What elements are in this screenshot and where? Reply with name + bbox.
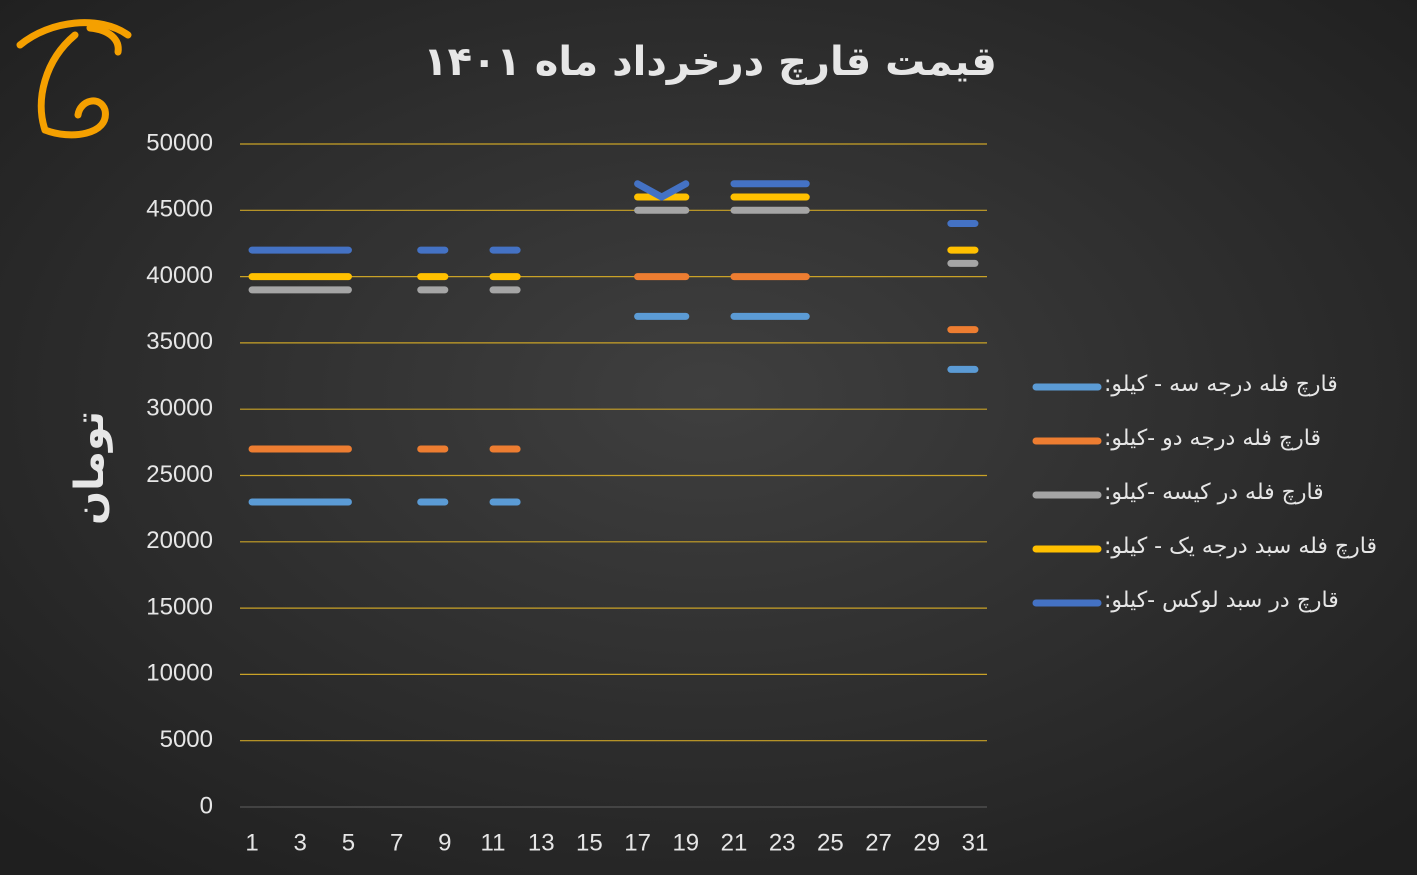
x-tick-label: 23 — [769, 829, 796, 856]
x-tick-label: 17 — [624, 829, 651, 856]
x-tick-label: 7 — [390, 829, 403, 856]
x-tick-label: 11 — [481, 829, 506, 856]
legend-label: قارچ فله در کیسه -کیلو: — [1104, 480, 1324, 505]
legend-label: قارچ فله سبد درجه یک - کیلو: — [1104, 534, 1377, 559]
chart-title: قیمت قارچ درخرداد ماه ۱۴۰۱ — [423, 39, 997, 85]
y-tick-label: 5000 — [160, 726, 213, 753]
x-tick-label: 27 — [865, 829, 892, 856]
y-tick-label: 30000 — [146, 395, 213, 422]
x-tick-label: 9 — [438, 829, 451, 856]
y-tick-label: 15000 — [146, 593, 213, 620]
series-line — [248, 180, 979, 254]
y-axis-label: تومان — [67, 411, 113, 525]
y-tick-label: 45000 — [146, 196, 213, 223]
y-tick-label: 0 — [200, 792, 213, 819]
legend-label: قارچ در سبد لوکس -کیلو: — [1104, 588, 1339, 613]
y-tick-label: 50000 — [146, 129, 213, 156]
x-tick-label: 19 — [672, 829, 699, 856]
x-tick-label: 3 — [294, 829, 307, 856]
legend-label: قارچ فله درجه دو -کیلو: — [1104, 426, 1321, 451]
x-tick-label: 13 — [528, 829, 555, 856]
series-line — [248, 273, 979, 453]
legend-label: قارچ فله درجه سه - کیلو: — [1104, 372, 1338, 397]
y-tick-label: 35000 — [146, 328, 213, 355]
x-tick-label: 5 — [342, 829, 355, 856]
x-tick-label: 15 — [576, 829, 603, 856]
logo — [16, 19, 132, 139]
y-tick-label: 25000 — [146, 461, 213, 488]
x-tick-label: 1 — [245, 829, 258, 856]
x-tick-label: 25 — [817, 829, 844, 856]
x-tick-label: 21 — [721, 829, 748, 856]
series-line — [248, 312, 979, 506]
series-line — [248, 206, 979, 294]
y-tick-label: 20000 — [146, 527, 213, 554]
x-tick-label: 31 — [962, 829, 989, 856]
y-tick-label: 40000 — [146, 262, 213, 289]
y-tick-label: 10000 — [146, 660, 213, 687]
x-tick-label: 29 — [913, 829, 940, 856]
